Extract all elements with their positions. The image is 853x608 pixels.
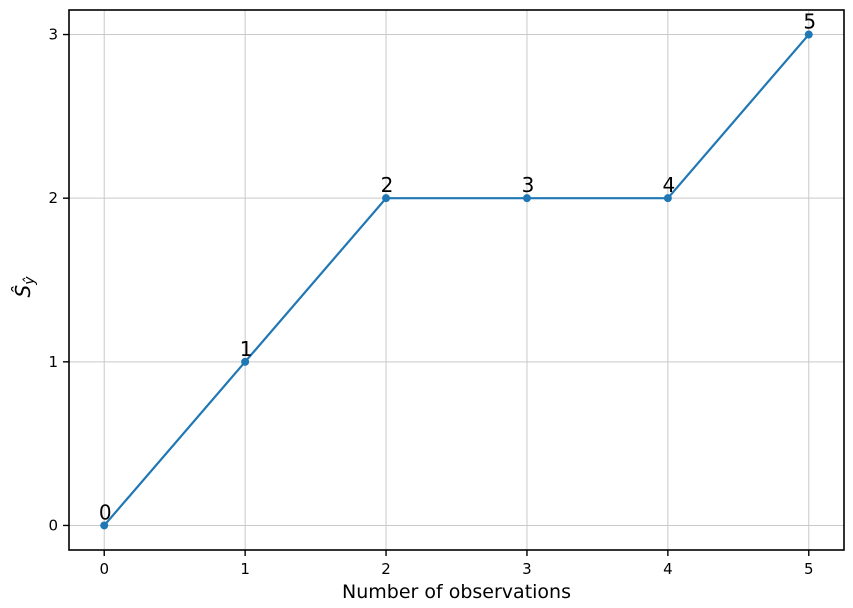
y-tick-label: 2 (48, 189, 58, 207)
x-tick-label: 3 (522, 560, 532, 578)
y-tick-label: 0 (48, 516, 58, 534)
y-axis-label: Ŝŷ (11, 276, 38, 298)
data-point-marker (382, 194, 391, 203)
x-tick-label: 1 (240, 560, 250, 578)
data-point-marker (100, 521, 109, 530)
point-label: 1 (240, 337, 253, 361)
data-point-marker (522, 194, 531, 203)
plot-border (68, 9, 845, 551)
y-tick-label: 1 (48, 353, 58, 371)
point-label: 4 (662, 173, 675, 197)
point-label: 5 (803, 10, 816, 34)
plot-area (69, 10, 844, 550)
x-axis-label: Number of observations (342, 581, 571, 603)
x-tick-label: 0 (99, 560, 109, 578)
y-tick-label: 3 (48, 26, 58, 44)
x-tick-label: 5 (804, 560, 814, 578)
point-label: 2 (381, 173, 394, 197)
point-label: 0 (99, 500, 112, 524)
x-tick-label: 4 (663, 560, 673, 578)
plot-line (103, 33, 810, 527)
data-point-marker (804, 30, 813, 39)
data-point-marker (241, 357, 250, 366)
x-tick-label: 2 (381, 560, 391, 578)
point-label: 3 (522, 173, 535, 197)
data-point-marker (663, 194, 672, 203)
